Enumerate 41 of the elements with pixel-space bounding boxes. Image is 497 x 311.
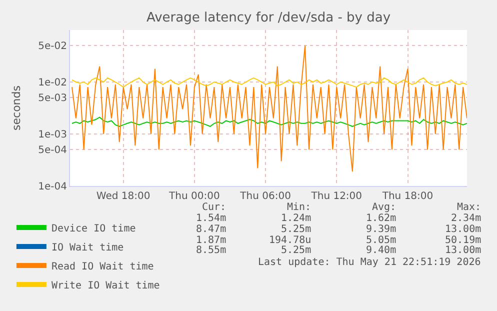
- x-tick-label: Thu 00:00: [168, 191, 220, 202]
- chart-title: Average latency for /dev/sda - by day: [146, 10, 391, 26]
- text: 5.05m: [366, 235, 396, 246]
- line-series: [71, 77, 467, 88]
- text: Cur:: [202, 202, 226, 213]
- line-series: [71, 45, 467, 172]
- y-tick-label: 5e-03: [38, 93, 67, 104]
- text: 2.34m: [451, 213, 482, 224]
- text: 5.25m: [281, 245, 312, 256]
- text: 1.54m: [196, 213, 226, 224]
- y-tick-label: 1e-03: [38, 130, 67, 140]
- text: 13.00m: [445, 245, 482, 256]
- text: Last update: Thu May 21 22:51:19 2026: [258, 257, 481, 268]
- text: 50.19m: [445, 235, 482, 246]
- legend-label: Read IO Wait time: [51, 261, 154, 272]
- text: Min:: [287, 202, 312, 213]
- text: 1.24m: [281, 213, 312, 224]
- text: 1.87m: [196, 235, 226, 246]
- text: 8.55m: [196, 245, 226, 256]
- text: Max:: [457, 202, 482, 213]
- text: 1.62m: [366, 213, 396, 224]
- legend-label: IO Wait time: [51, 242, 124, 254]
- text: 9.40m: [366, 245, 396, 256]
- line-series: [71, 116, 467, 127]
- y-tick-label: 1e-02: [38, 78, 67, 88]
- x-tick-label: Thu 12:00: [310, 191, 362, 202]
- text: 5.25m: [281, 224, 312, 235]
- y-tick-label: 5e-02: [38, 41, 67, 52]
- y-axis-title: seconds: [10, 85, 23, 130]
- text: 8.47m: [196, 224, 226, 235]
- y-tick-label: 1e-04: [38, 182, 67, 192]
- text: Avg:: [372, 202, 396, 213]
- x-tick-label: Thu 18:00: [381, 191, 434, 202]
- legend-label: Write IO Wait time: [51, 280, 160, 292]
- x-tick-label: Wed 18:00: [96, 191, 150, 202]
- text: 194.78u: [269, 235, 312, 246]
- text: 9.39m: [366, 224, 396, 235]
- text: 13.00m: [445, 224, 482, 235]
- y-tick-label: 5e-04: [38, 145, 67, 156]
- legend-label: Device IO time: [51, 223, 136, 234]
- x-tick-label: Thu 06:00: [239, 191, 291, 202]
